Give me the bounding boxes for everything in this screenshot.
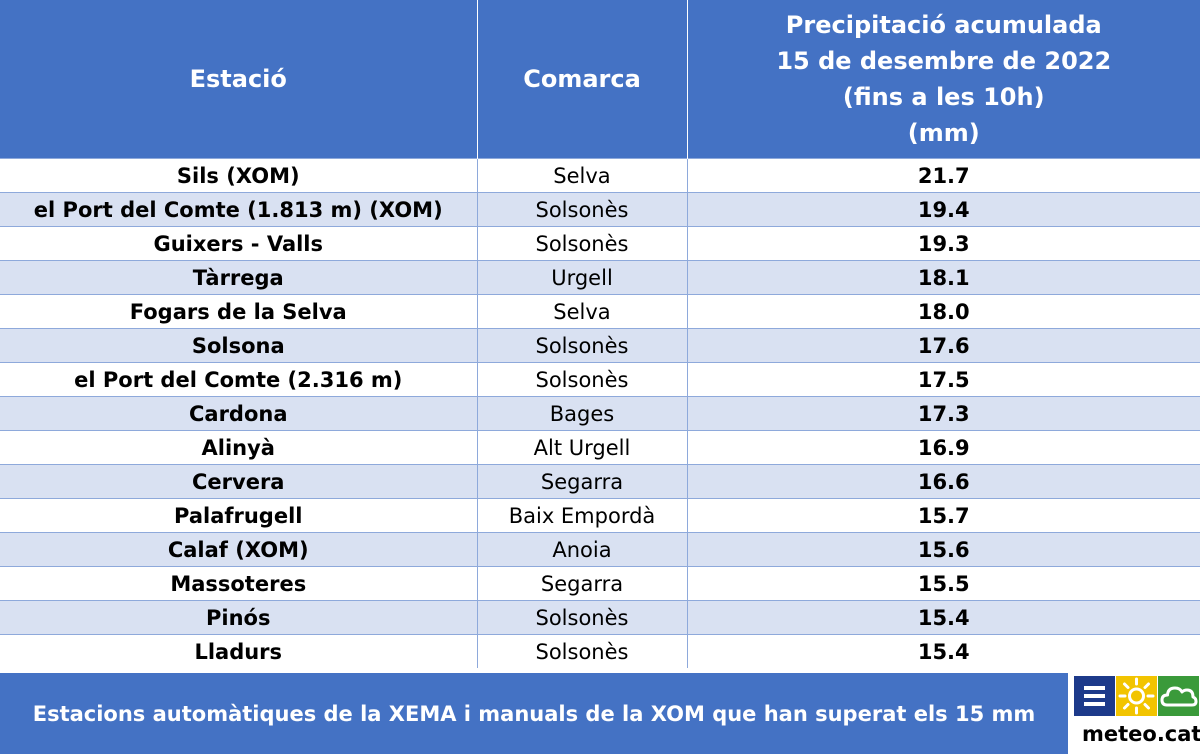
cell-precipitation: 18.0 — [687, 295, 1200, 329]
table-row: Cardona Bages 17.3 — [0, 397, 1200, 431]
cell-precipitation: 19.4 — [687, 193, 1200, 227]
cell-station: Lladurs — [0, 635, 477, 669]
table-row: Tàrrega Urgell 18.1 — [0, 261, 1200, 295]
cell-precipitation: 17.6 — [687, 329, 1200, 363]
cell-precipitation: 18.1 — [687, 261, 1200, 295]
header-precip-line: (fins a les 10h) — [688, 79, 1200, 115]
cell-station: el Port del Comte (1.813 m) (XOM) — [0, 193, 477, 227]
footer-text: Estacions automàtiques de la XEMA i manu… — [33, 702, 1036, 726]
table-row: Massoteres Segarra 15.5 — [0, 567, 1200, 601]
cell-precipitation: 17.3 — [687, 397, 1200, 431]
table-row: Fogars de la Selva Selva 18.0 — [0, 295, 1200, 329]
table-row: Sils (XOM) Selva 21.7 — [0, 159, 1200, 193]
table-row: el Port del Comte (2.316 m) Solsonès 17.… — [0, 363, 1200, 397]
cell-comarca: Selva — [477, 159, 687, 193]
cell-comarca: Solsonès — [477, 329, 687, 363]
table-row: Calaf (XOM) Anoia 15.6 — [0, 533, 1200, 567]
cell-comarca: Solsonès — [477, 227, 687, 261]
cell-comarca: Segarra — [477, 567, 687, 601]
logo-text: meteo.cat — [1082, 722, 1200, 746]
header-comarca: Comarca — [477, 0, 687, 159]
cell-precipitation: 15.7 — [687, 499, 1200, 533]
table-header: Estació Comarca Precipitació acumulada 1… — [0, 0, 1200, 159]
cell-precipitation: 15.6 — [687, 533, 1200, 567]
cell-comarca: Urgell — [477, 261, 687, 295]
header-precip-line: 15 de desembre de 2022 — [688, 43, 1200, 79]
cell-comarca: Selva — [477, 295, 687, 329]
header-precipitation: Precipitació acumulada 15 de desembre de… — [687, 0, 1200, 159]
cell-precipitation: 15.4 — [687, 601, 1200, 635]
cell-comarca: Bages — [477, 397, 687, 431]
table-row: Alinyà Alt Urgell 16.9 — [0, 431, 1200, 465]
footer-caption: Estacions automàtiques de la XEMA i manu… — [0, 672, 1068, 754]
table-row: Solsona Solsonès 17.6 — [0, 329, 1200, 363]
cloud-icon — [1158, 676, 1199, 716]
cell-precipitation: 16.6 — [687, 465, 1200, 499]
cell-comarca: Solsonès — [477, 635, 687, 669]
cell-precipitation: 17.5 — [687, 363, 1200, 397]
cell-station: Guixers - Valls — [0, 227, 477, 261]
table-body: Sils (XOM) Selva 21.7 el Port del Comte … — [0, 159, 1200, 669]
cell-station: Cardona — [0, 397, 477, 431]
cell-precipitation: 16.9 — [687, 431, 1200, 465]
header-precip-line: Precipitació acumulada — [688, 7, 1200, 43]
table-row: Lladurs Solsonès 15.4 — [0, 635, 1200, 669]
cell-precipitation: 15.5 — [687, 567, 1200, 601]
menu-icon — [1074, 676, 1115, 716]
table-row: Guixers - Valls Solsonès 19.3 — [0, 227, 1200, 261]
cell-precipitation: 21.7 — [687, 159, 1200, 193]
cell-precipitation: 15.4 — [687, 635, 1200, 669]
cell-station: Pinós — [0, 601, 477, 635]
table-row: el Port del Comte (1.813 m) (XOM) Solson… — [0, 193, 1200, 227]
cell-comarca: Solsonès — [477, 363, 687, 397]
cell-station: Massoteres — [0, 567, 477, 601]
cell-comarca: Solsonès — [477, 601, 687, 635]
cell-comarca: Alt Urgell — [477, 431, 687, 465]
cell-station: Solsona — [0, 329, 477, 363]
cell-station: el Port del Comte (2.316 m) — [0, 363, 477, 397]
cell-comarca: Baix Empordà — [477, 499, 687, 533]
cell-station: Tàrrega — [0, 261, 477, 295]
logo-icons — [1074, 676, 1200, 716]
cell-comarca: Anoia — [477, 533, 687, 567]
cell-station: Fogars de la Selva — [0, 295, 477, 329]
cell-comarca: Segarra — [477, 465, 687, 499]
header-precip-line: (mm) — [688, 115, 1200, 151]
cell-station: Alinyà — [0, 431, 477, 465]
table-row: Pinós Solsonès 15.4 — [0, 601, 1200, 635]
meteocat-logo: meteo.cat — [1070, 672, 1200, 753]
cell-comarca: Solsonès — [477, 193, 687, 227]
precipitation-table: Estació Comarca Precipitació acumulada 1… — [0, 0, 1200, 668]
table-row: Cervera Segarra 16.6 — [0, 465, 1200, 499]
cell-precipitation: 19.3 — [687, 227, 1200, 261]
cell-station: Cervera — [0, 465, 477, 499]
header-station: Estació — [0, 0, 477, 159]
cell-station: Calaf (XOM) — [0, 533, 477, 567]
sun-icon — [1116, 676, 1157, 716]
cell-station: Sils (XOM) — [0, 159, 477, 193]
table-row: Palafrugell Baix Empordà 15.7 — [0, 499, 1200, 533]
cell-station: Palafrugell — [0, 499, 477, 533]
